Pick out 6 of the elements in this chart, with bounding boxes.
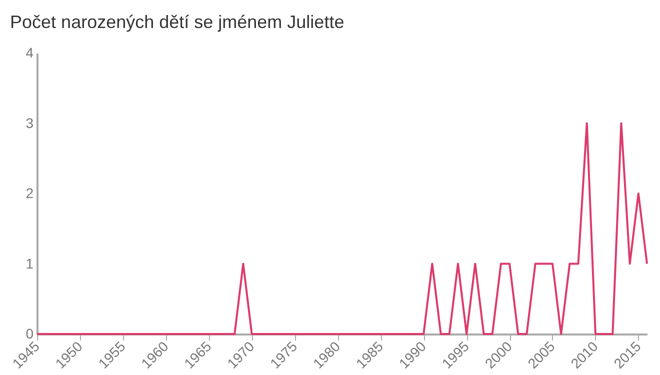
y-tick-label: 4 [26,44,34,60]
y-tick-label: 1 [26,255,34,272]
chart-title: Počet narozených dětí se jménem Juliette [10,12,344,32]
y-tick-label: 0 [26,326,34,342]
y-tick-label: 3 [26,114,34,131]
y-tick-label: 2 [26,185,34,201]
